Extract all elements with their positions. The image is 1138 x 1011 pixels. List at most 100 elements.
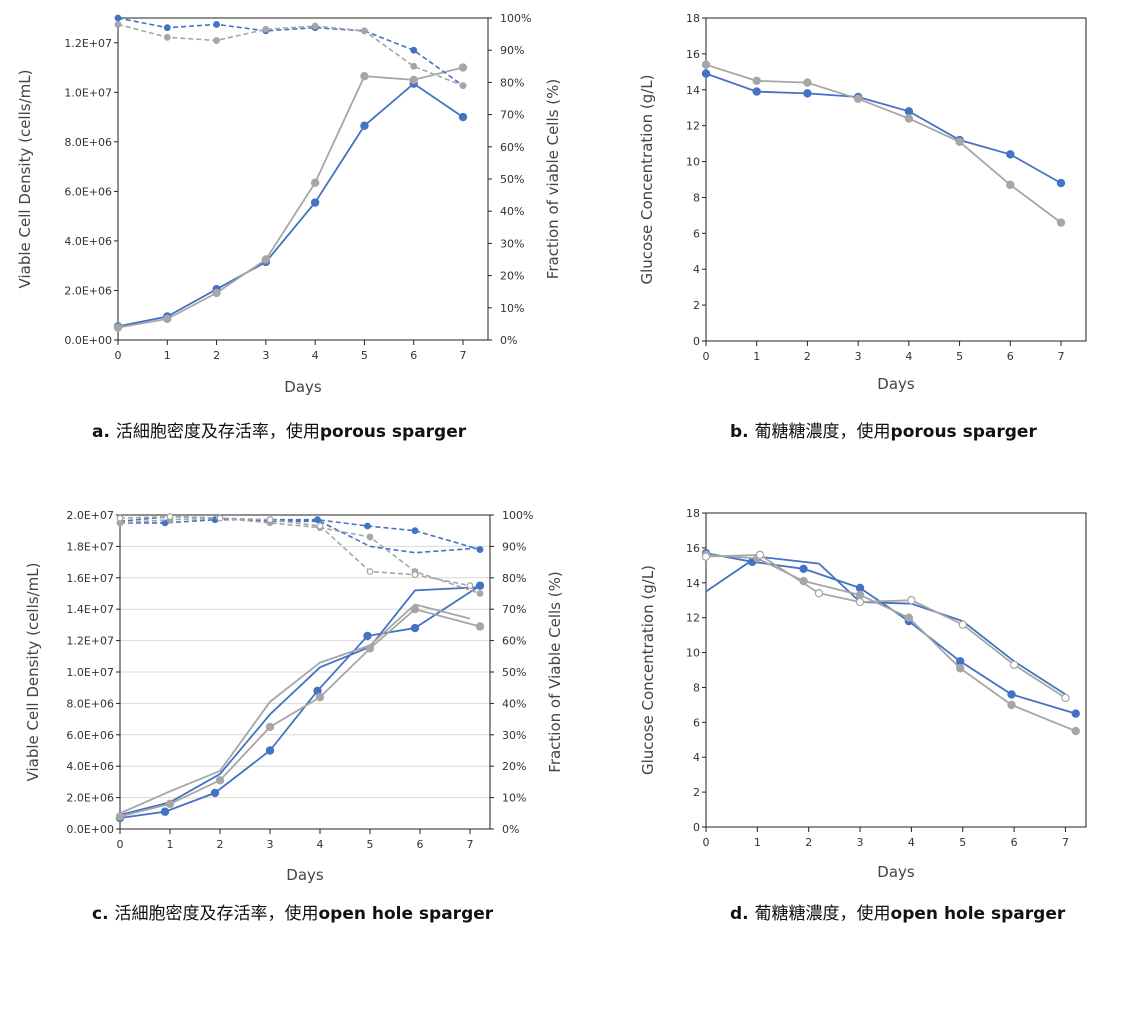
y2-tick-label: 50% <box>502 666 526 679</box>
caption-prefix: d. <box>730 904 755 924</box>
chart-caption: c. 活細胞密度及存活率，使用open hole sparger <box>92 903 494 924</box>
series-1-point <box>212 288 221 298</box>
y2-axis-title: Fraction of Viable Cells (%) <box>546 571 564 772</box>
series-3-point <box>311 22 319 30</box>
caption-prefix: b. <box>730 422 755 442</box>
series-0-line <box>705 552 1076 715</box>
series-7-point <box>366 568 374 575</box>
caption-sparger: porous sparger <box>320 422 467 442</box>
x-tick-label: 5 <box>361 349 368 362</box>
series-2-point <box>265 722 275 732</box>
series-1-point <box>163 314 172 324</box>
y2-tick-label: 100% <box>502 509 533 522</box>
series-0-point <box>1006 150 1015 159</box>
y-tick-label: 0 <box>693 821 700 834</box>
series-3-point <box>1009 660 1019 669</box>
y-tick-label: 10 <box>686 156 700 169</box>
series-3-line <box>119 603 471 815</box>
y-tick-label: 2 <box>693 786 700 799</box>
chart-caption: a. 活細胞密度及存活率，使用porous sparger <box>92 421 467 442</box>
y-tick-label: 1.8E+07 <box>66 540 114 553</box>
y-tick-label: 1.4E+07 <box>66 603 114 616</box>
series-0-point <box>363 631 372 641</box>
y2-tick-label: 90% <box>500 44 524 57</box>
y-tick-label: 18 <box>686 12 700 25</box>
series-0-point <box>160 807 170 816</box>
y-tick-label: 8 <box>693 191 700 204</box>
y-tick-label: 4.0E+06 <box>64 235 112 248</box>
caption-text: 葡糖糖濃度，使用 <box>755 421 891 442</box>
caption-sparger: open hole sparger <box>891 904 1066 924</box>
series-2-point <box>475 622 485 631</box>
series-4-point <box>476 546 484 553</box>
series-3-point <box>114 21 122 28</box>
x-tick-label: 1 <box>753 350 760 363</box>
series-1-point <box>752 76 761 86</box>
series-1-point <box>904 114 914 123</box>
y2-tick-label: 20% <box>502 760 526 773</box>
y2-tick-label: 0% <box>500 334 517 347</box>
series-6-point <box>366 533 374 541</box>
y2-tick-label: 70% <box>502 603 526 616</box>
series-0-point <box>955 657 965 666</box>
x-tick-label: 4 <box>905 350 912 363</box>
x-tick-label: 1 <box>164 349 171 362</box>
series-1-line <box>119 586 481 816</box>
series-7-point <box>466 582 474 590</box>
y-tick-label: 6.0E+06 <box>64 185 112 198</box>
series-3-point <box>855 597 865 607</box>
x-tick-label: 0 <box>703 836 710 849</box>
y2-tick-label: 40% <box>500 205 524 218</box>
x-tick-label: 5 <box>959 836 966 849</box>
chart-a: 0 1 2 3 4 5 6 7 0.0E+00 2.0E+06 4.0E+06 6.0E+06 8.0E… <box>16 12 562 442</box>
y-tick-label: 8.0E+06 <box>64 136 112 149</box>
x-tick-label: 3 <box>267 838 274 851</box>
x-tick-label: 2 <box>804 350 811 363</box>
y-tick-label: 0 <box>693 335 700 348</box>
y-tick-label: 0.0E+00 <box>66 823 114 836</box>
series-7-point <box>216 514 224 522</box>
series-7-line <box>119 515 471 587</box>
x-tick-label: 4 <box>317 838 324 851</box>
x-tick-label: 1 <box>167 838 174 851</box>
series-4-point <box>364 522 371 530</box>
x-tick-label: 0 <box>703 350 710 363</box>
series-7-point <box>166 513 174 520</box>
series-0-point <box>265 746 275 755</box>
x-tick-label: 6 <box>1011 836 1018 849</box>
series-3-point <box>410 62 418 70</box>
series-1-point <box>1056 218 1066 227</box>
series-0-point <box>360 121 369 130</box>
series-0-point <box>410 623 420 633</box>
series-2-point <box>215 776 225 785</box>
x-axis-title: Days <box>877 375 915 393</box>
series-1-point <box>113 323 123 332</box>
y-tick-label: 0.0E+00 <box>64 334 112 347</box>
series-6-point <box>476 590 484 597</box>
y-tick-label: 16 <box>686 542 700 555</box>
series-2-point <box>904 613 914 622</box>
x-tick-label: 3 <box>857 836 864 849</box>
series-0-line <box>117 82 464 328</box>
plot-frame <box>705 17 1087 342</box>
series-1-point <box>458 63 468 72</box>
series-0-point <box>904 107 914 116</box>
series-2-point <box>955 664 965 673</box>
y-tick-label: 12 <box>686 120 700 133</box>
series-2-point <box>1007 700 1016 710</box>
series-7-point <box>266 516 274 524</box>
y-tick-label: 18 <box>686 507 700 520</box>
series-3-point <box>459 82 467 90</box>
y2-tick-label: 100% <box>500 12 531 25</box>
series-7-point <box>411 571 419 579</box>
y-tick-label: 8 <box>693 681 700 694</box>
x-tick-label: 6 <box>417 838 424 851</box>
x-tick-label: 3 <box>262 349 269 362</box>
series-0-point <box>1007 690 1016 699</box>
series-2-line <box>705 554 1077 732</box>
series-3-point <box>163 33 171 41</box>
y-tick-label: 1.0E+07 <box>66 666 114 679</box>
